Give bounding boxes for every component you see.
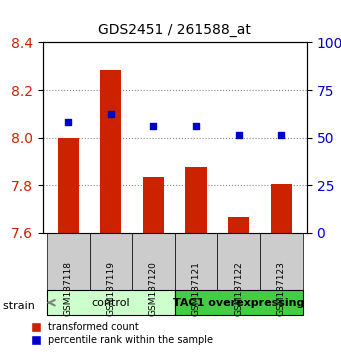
FancyBboxPatch shape: [132, 233, 175, 290]
Text: GSM137121: GSM137121: [192, 262, 201, 316]
Point: [279, 132, 284, 138]
Point: [151, 123, 156, 129]
Bar: [271, 184, 292, 233]
Text: TAC1 overexpressing: TAC1 overexpressing: [173, 298, 305, 308]
Bar: [186, 167, 207, 233]
Text: control: control: [91, 298, 130, 308]
Point: [108, 111, 114, 116]
Title: GDS2451 / 261588_at: GDS2451 / 261588_at: [98, 23, 251, 37]
Point: [193, 123, 199, 129]
Text: GSM137120: GSM137120: [149, 262, 158, 316]
Point: [65, 119, 71, 125]
Text: GSM137122: GSM137122: [234, 262, 243, 316]
Legend: transformed count, percentile rank within the sample: transformed count, percentile rank withi…: [22, 319, 217, 349]
FancyBboxPatch shape: [47, 233, 90, 290]
FancyBboxPatch shape: [218, 233, 260, 290]
FancyBboxPatch shape: [47, 290, 175, 315]
Text: GSM137119: GSM137119: [106, 262, 115, 316]
Bar: [143, 177, 164, 233]
Text: strain: strain: [3, 301, 39, 311]
FancyBboxPatch shape: [260, 233, 303, 290]
FancyBboxPatch shape: [90, 233, 132, 290]
FancyBboxPatch shape: [175, 290, 303, 315]
Bar: [100, 70, 121, 233]
Text: GSM137118: GSM137118: [64, 262, 73, 316]
Bar: [58, 138, 79, 233]
Text: GSM137123: GSM137123: [277, 262, 286, 316]
FancyBboxPatch shape: [175, 233, 218, 290]
Bar: [228, 217, 249, 233]
Point: [236, 132, 241, 138]
